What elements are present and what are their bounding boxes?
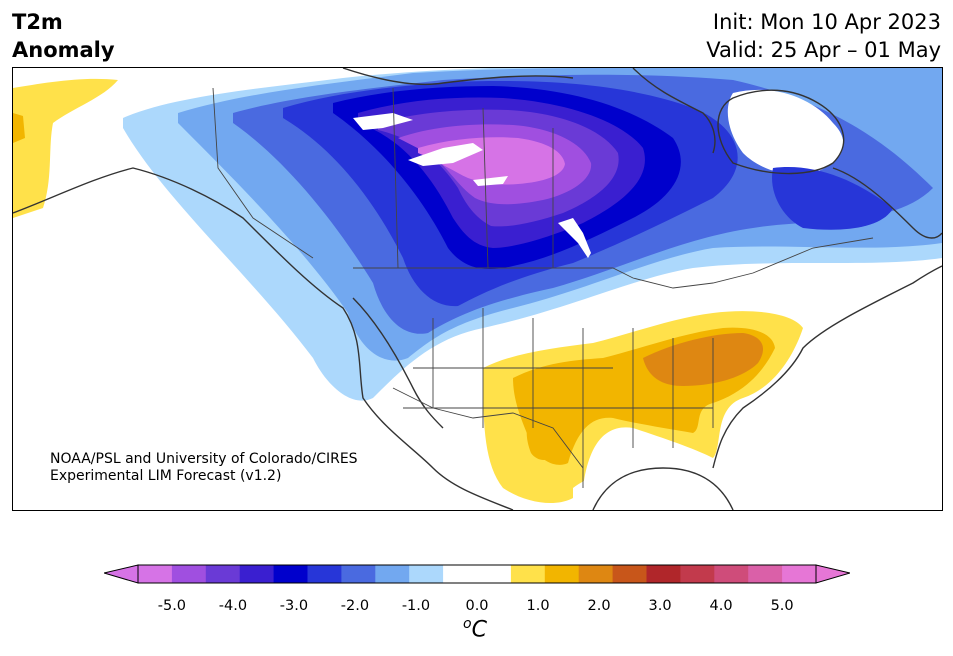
- colorbar-tick-label: 4.0: [709, 598, 733, 614]
- map-title: T2m Anomaly: [12, 8, 115, 64]
- gulf-of-mexico: [573, 466, 743, 510]
- colorbar-cell: [544, 565, 580, 583]
- great-slave-lake: [408, 143, 483, 166]
- colorbar-tick-label: 2.0: [587, 598, 611, 614]
- colorbar: [104, 564, 850, 584]
- colorbar-under-arrow: [104, 564, 139, 584]
- colorbar-cell: [748, 565, 783, 583]
- colorbar-cell: [477, 565, 512, 583]
- credit-line-1: NOAA/PSL and University of Colorado/CIRE…: [50, 451, 358, 467]
- anomaly-map: NOAA/PSL and University of Colorado/CIRE…: [12, 67, 943, 511]
- colorbar-unit: oC: [463, 616, 487, 642]
- alaska-warm-region: [13, 78, 118, 218]
- colorbar-cell: [307, 565, 342, 583]
- colorbar-tick-label: 3.0: [648, 598, 672, 614]
- colorbar-cell: [375, 565, 410, 583]
- colorbar-outline: [137, 564, 817, 584]
- colorbar-cell: [714, 565, 749, 583]
- map-svg: [13, 68, 942, 510]
- colorbar-cell: [205, 565, 241, 583]
- colorbar-cell: [409, 565, 444, 583]
- colorbar-cell: [680, 565, 715, 583]
- colorbar-tick-label: 1.0: [526, 598, 550, 614]
- great-bear-lake: [353, 113, 413, 130]
- colorbar-cell: [646, 565, 681, 583]
- hudson-bay: [727, 89, 844, 175]
- colorbar-cell: [138, 565, 173, 583]
- colorbar-cells: [138, 565, 817, 583]
- atlantic-ocean: [773, 278, 942, 510]
- lake-winnipeg: [558, 218, 591, 258]
- colorbar-tick-label: -2.0: [340, 598, 370, 614]
- colorbar-cell: [239, 565, 275, 583]
- colorbar-tick-label: -5.0: [157, 598, 187, 614]
- credit-text: NOAA/PSL and University of Colorado/CIRE…: [50, 451, 358, 485]
- quebec-cold: [772, 167, 893, 230]
- coastlines: [13, 68, 942, 510]
- lake-athabasca: [473, 176, 508, 186]
- title-line-1: T2m: [12, 10, 63, 34]
- credit-line-2: Experimental LIM Forecast (v1.2): [50, 468, 282, 484]
- colorbar-over-arrow: [815, 564, 850, 584]
- colorbar-cell: [612, 565, 647, 583]
- forecast-dates: Init: Mon 10 Apr 2023 Valid: 25 Apr – 01…: [706, 8, 941, 64]
- valid-date: Valid: 25 Apr – 01 May: [706, 38, 941, 62]
- unit-superscript: o: [463, 616, 472, 632]
- warm-band-texas: [526, 417, 558, 460]
- colorbar-cell: [273, 565, 308, 583]
- init-date: Init: Mon 10 Apr 2023: [712, 10, 941, 34]
- colorbar-tick-label: -4.0: [218, 598, 248, 614]
- colorbar-cell: [782, 565, 817, 583]
- alaska-warm-core: [13, 113, 25, 143]
- colorbar-tick-label: -3.0: [279, 598, 309, 614]
- pacific-ocean: [13, 218, 393, 510]
- unit-base: C: [471, 617, 487, 643]
- colorbar-cell: [443, 565, 478, 583]
- colorbar-cell: [578, 565, 614, 583]
- colorbar-tick-label: 0.0: [465, 598, 489, 614]
- colorbar-cell: [510, 565, 546, 583]
- colorbar-cell: [171, 565, 207, 583]
- political-borders: [212, 87, 874, 488]
- colorbar-tick-label: -1.0: [401, 598, 431, 614]
- colorbar-tick-label: 5.0: [770, 598, 794, 614]
- colorbar-cell: [341, 565, 376, 583]
- title-line-2: Anomaly: [12, 38, 115, 62]
